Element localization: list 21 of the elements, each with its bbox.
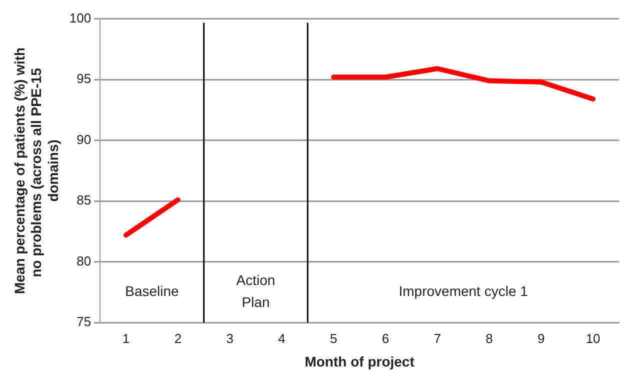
y-tick-label: 95 [76,71,92,86]
x-tick-label: 6 [382,330,390,346]
x-tick-label: 10 [586,330,600,346]
x-tick-label: 4 [278,330,286,346]
y-tick-label: 100 [69,10,92,26]
x-axis-title: Month of project [304,353,415,370]
y-tick-label: 75 [76,314,92,330]
y-tick-label: 85 [76,192,92,208]
annotation: Improvement cycle 1 [398,283,528,300]
y-tick-label: 90 [76,132,92,147]
annotation: Baseline [125,283,180,300]
x-tick-label: 3 [226,330,234,346]
x-tick-label: 7 [434,330,441,346]
x-tick-label: 9 [538,330,545,346]
x-tick-label: 8 [486,330,493,346]
x-tick-label: 5 [330,330,338,346]
annotation: Action Plan [236,272,276,310]
y-tick-label: 80 [76,253,92,268]
x-tick-label: 1 [122,330,130,346]
x-tick-label: 2 [174,330,182,346]
y-axis-title: Mean percentage of patients (%) with no problems (across all PPE-15 domains) [11,47,61,294]
